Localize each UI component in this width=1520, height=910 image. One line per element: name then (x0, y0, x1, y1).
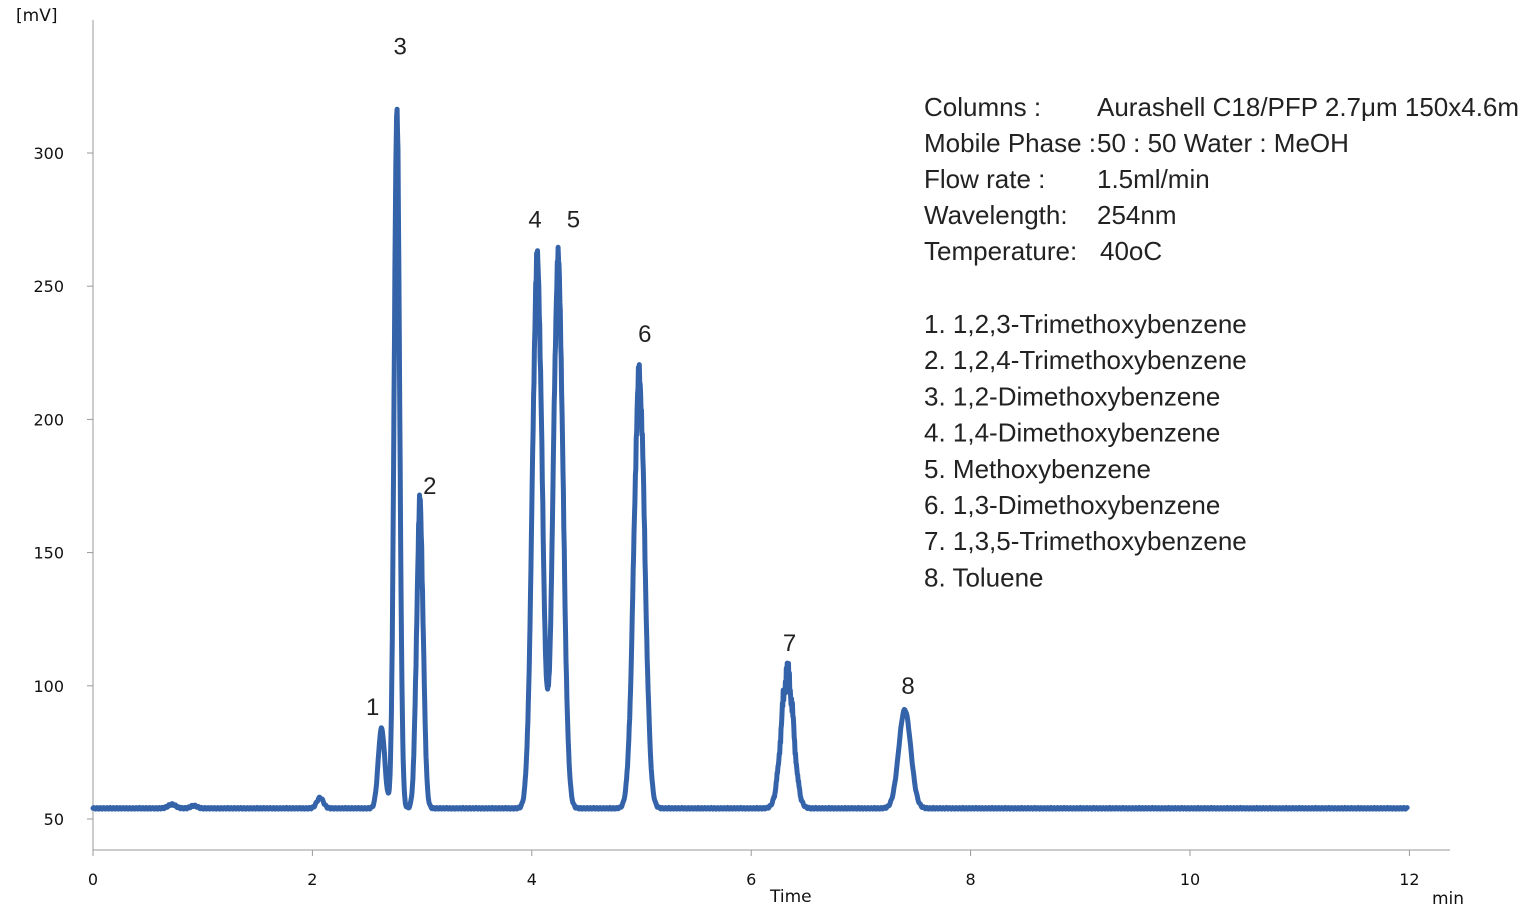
peak-label: 1 (366, 694, 379, 721)
compound-item: 1. 1,2,3-Trimethoxybenzene (924, 309, 1247, 339)
peak-label: 5 (567, 207, 580, 234)
condition-value: 40oC (1100, 236, 1162, 266)
x-axis-unit-label: min (1432, 889, 1464, 909)
x-tick-label: 10 (1180, 870, 1200, 889)
y-ticks: 50 100 150 200 250 300 (33, 144, 93, 829)
condition-key: Wavelength: (924, 200, 1068, 230)
peak-label: 4 (528, 207, 541, 234)
condition-key: Flow rate : (924, 164, 1045, 194)
y-tick-label: 150 (33, 544, 64, 563)
peak-label: 3 (393, 33, 406, 60)
compound-item: 3. 1,2-Dimethoxybenzene (924, 381, 1220, 411)
condition-value: Aurashell C18/PFP 2.7μm 150x4.6mm (1097, 92, 1520, 122)
compound-item: 8. Toluene (924, 562, 1044, 592)
compound-list: 1. 1,2,3-Trimethoxybenzene 2. 1,2,4-Trime… (924, 309, 1247, 592)
y-tick-label: 300 (33, 144, 64, 163)
compound-item: 2. 1,2,4-Trimethoxybenzene (924, 345, 1247, 375)
x-tick-label: 2 (307, 870, 317, 889)
peak-label: 6 (638, 321, 651, 348)
x-axis-title: Time (769, 887, 812, 907)
x-tick-label: 12 (1399, 870, 1419, 889)
condition-value: 50 : 50 Water : MeOH (1097, 128, 1349, 158)
y-axis-unit-label: [mV] (16, 6, 57, 26)
compound-item: 4. 1,4-Dimethoxybenzene (924, 418, 1220, 448)
peak-labels: 3 2 1 4 5 6 7 8 (366, 33, 915, 721)
y-tick-label: 250 (33, 277, 64, 296)
x-tick-label: 8 (966, 870, 976, 889)
y-tick-label: 100 (33, 677, 64, 696)
conditions-block: Columns : Aurashell C18/PFP 2.7μm 150x4.6… (924, 92, 1520, 266)
condition-key: Columns : (924, 92, 1041, 122)
condition-value: 254nm (1097, 200, 1177, 230)
compound-item: 5. Methoxybenzene (924, 454, 1151, 484)
condition-key: Temperature: (924, 236, 1077, 266)
peak-label: 7 (783, 630, 796, 657)
x-ticks: 0 2 4 6 8 10 12 (88, 850, 1420, 889)
condition-value: 1.5ml/min (1097, 164, 1210, 194)
compound-item: 6. 1,3-Dimethoxybenzene (924, 490, 1220, 520)
peak-label: 2 (423, 473, 436, 500)
chromatogram-trace (90, 106, 1410, 812)
compound-item: 7. 1,3,5-Trimethoxybenzene (924, 526, 1247, 556)
condition-key: Mobile Phase : (924, 128, 1096, 158)
y-tick-label: 50 (44, 810, 64, 829)
x-tick-label: 6 (746, 870, 756, 889)
x-tick-label: 0 (88, 870, 98, 889)
x-tick-label: 4 (527, 870, 537, 889)
axes (92, 20, 1450, 851)
y-tick-label: 200 (33, 410, 64, 429)
peak-label: 8 (901, 673, 914, 700)
